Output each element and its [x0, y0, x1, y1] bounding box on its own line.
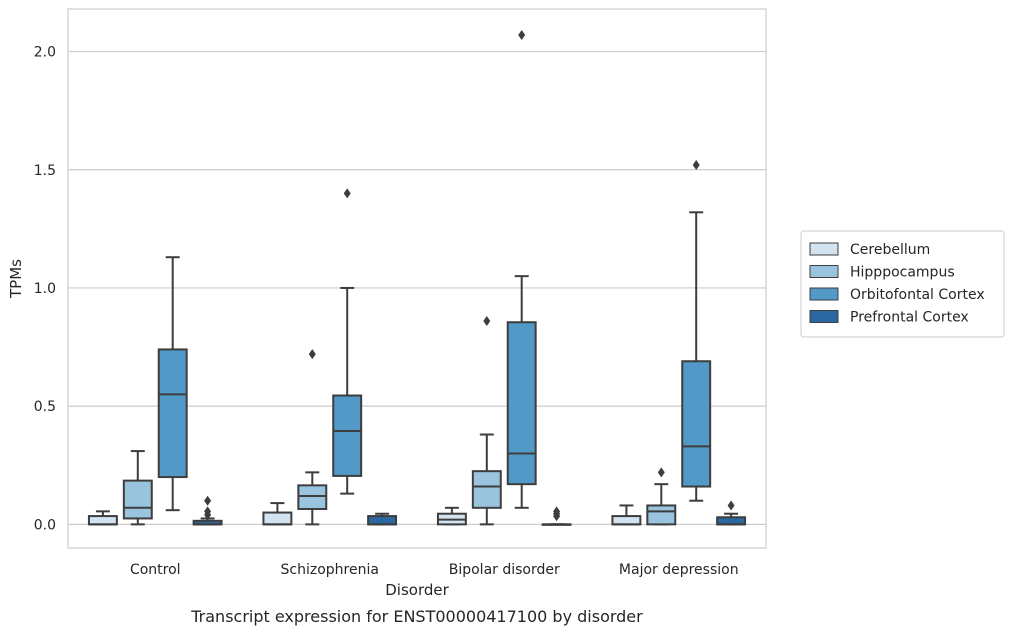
box-orbitofontal-cortex [681, 160, 712, 502]
legend-label: Prefrontal Cortex [850, 310, 969, 326]
y-tick-label: 0.5 [34, 399, 56, 415]
x-axis-label: Disorder [385, 581, 449, 599]
box-body [506, 321, 537, 486]
outlier-point [343, 188, 351, 199]
box-hipppocampus [471, 316, 502, 526]
y-tick-label: 0.0 [34, 517, 56, 533]
outlier-point [483, 316, 491, 327]
box-prefrontal-cortex [716, 500, 747, 526]
y-tick-label: 2.0 [34, 45, 56, 61]
box-hipppocampus [646, 467, 677, 526]
x-tick-label: Major depression [619, 562, 739, 578]
box-prefrontal-cortex [192, 495, 223, 526]
box-orbitofontal-cortex [157, 256, 188, 512]
legend-swatch [809, 287, 839, 301]
box-prefrontal-cortex [541, 506, 572, 526]
box-body [367, 515, 398, 526]
legend-swatch [809, 310, 839, 323]
legend-frame [800, 230, 1005, 338]
x-tick-labels: Control Schizophrenia Bipolar disorder Majo… [130, 562, 739, 578]
box-body [262, 511, 293, 526]
legend-label: Orbitofontal Cortex [850, 287, 985, 303]
box-body [716, 516, 747, 526]
box-hipppocampus [297, 349, 328, 526]
plot-frame [67, 8, 767, 549]
legend-swatch [809, 242, 839, 256]
box-body [681, 360, 712, 488]
box-hipppocampus [122, 450, 153, 526]
outlier-point [692, 160, 700, 171]
outlier-point [727, 500, 735, 511]
y-axis-label: TPMs [7, 259, 25, 299]
box-cerebellum [262, 502, 293, 526]
legend: Cerebellum Hipppocampus Orbitofontal Corte… [800, 230, 1005, 338]
outlier-point [204, 506, 212, 517]
box-orbitofontal-cortex [332, 188, 363, 495]
outlier-point [657, 467, 665, 478]
legend-swatch [809, 265, 839, 278]
y-tick-labels: 0.0 0.5 1.0 1.5 2.0 [34, 45, 56, 534]
box-body [646, 504, 677, 526]
box-body [471, 470, 502, 509]
box-body [297, 484, 328, 510]
legend-label: Hipppocampus [850, 265, 955, 281]
chart-caption: Transcript expression for ENST0000041710… [190, 607, 643, 626]
box-body [87, 515, 118, 526]
box-cerebellum [87, 510, 118, 526]
y-tick-label: 1.0 [34, 281, 56, 297]
box-body [122, 479, 153, 520]
boxes [87, 30, 747, 526]
outlier-point [308, 349, 316, 360]
box-body [611, 515, 642, 526]
x-tick-label: Bipolar disorder [449, 562, 560, 578]
outlier-point [518, 30, 526, 41]
x-tick-label: Schizophrenia [281, 562, 379, 578]
box-body [332, 394, 363, 477]
box-prefrontal-cortex [367, 512, 398, 526]
x-tick-label: Control [130, 562, 181, 578]
box-orbitofontal-cortex [506, 30, 537, 509]
box-body [157, 348, 188, 479]
legend-label: Cerebellum [850, 242, 930, 258]
box-cerebellum [611, 504, 642, 526]
outlier-point [553, 506, 561, 517]
box-cerebellum [436, 506, 467, 526]
outlier-point [204, 495, 212, 506]
y-tick-label: 1.5 [34, 163, 56, 179]
